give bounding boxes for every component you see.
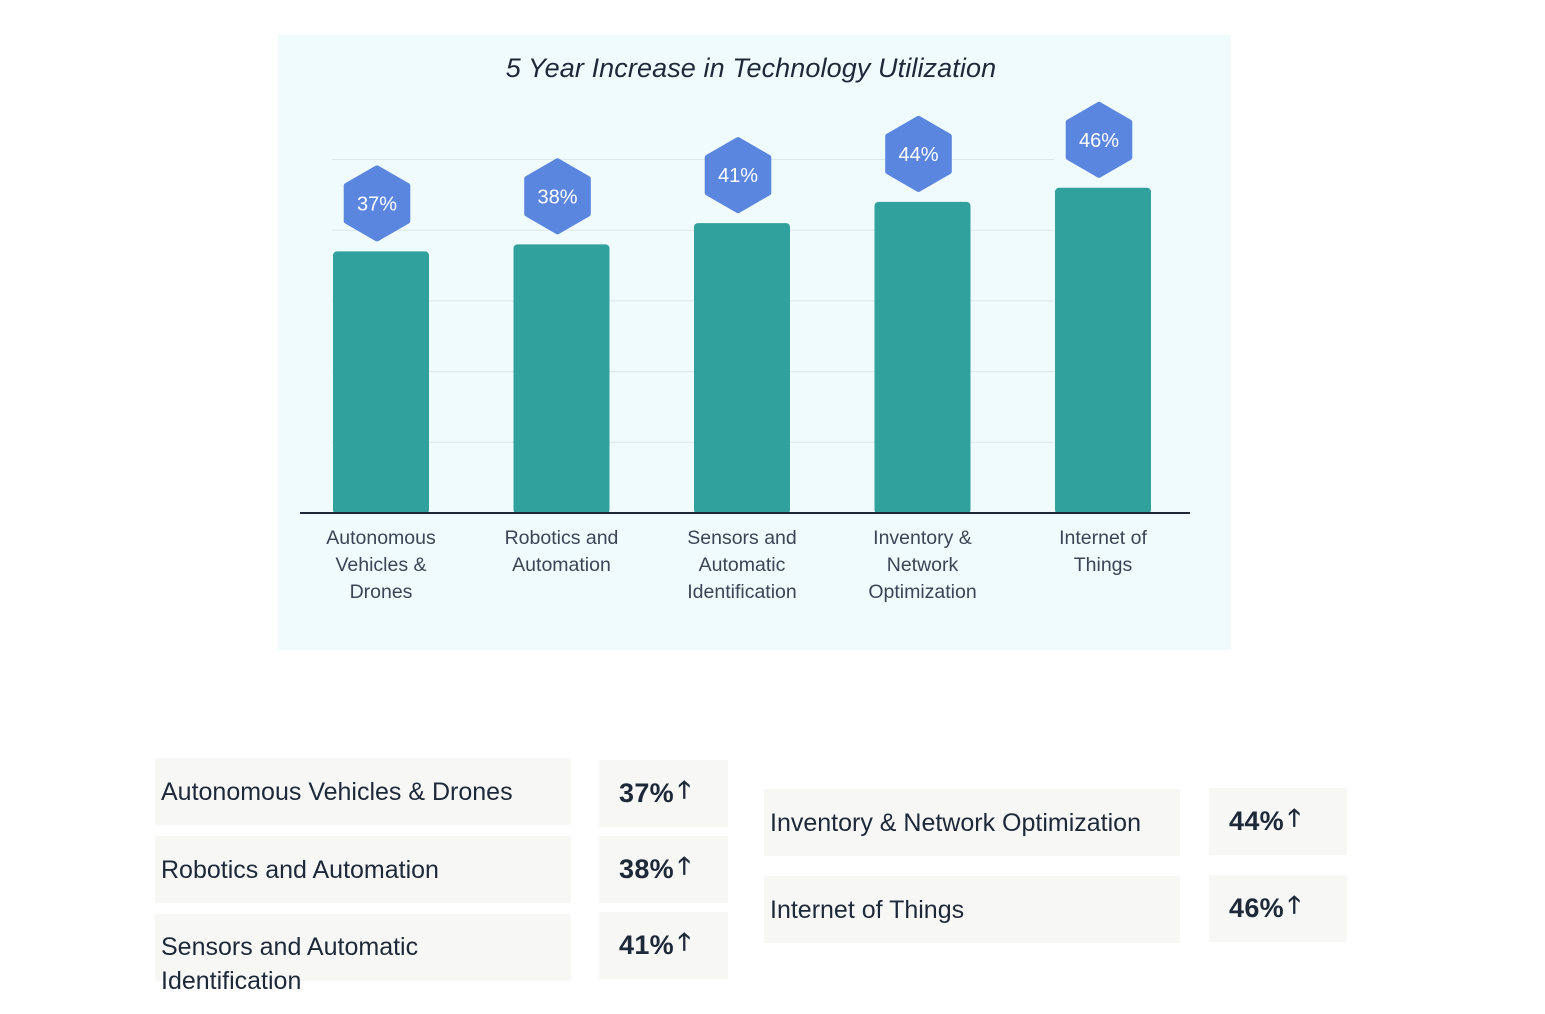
bar-1 [333,251,429,514]
summary-value-text: 41% [619,930,674,960]
category-label-line: Autonomous [326,527,436,549]
category-label: Internet of Things [1028,525,1178,579]
bar-2 [513,244,610,514]
summary-value-text: 46% [1229,893,1284,923]
category-label-line: Vehicles & [335,554,427,576]
category-label-line: Internet of [1059,527,1147,549]
arrow-up-icon: 🡑 [1287,805,1301,832]
bar-4 [874,201,971,515]
summary-label-autonomous: Autonomous Vehicles & Drones [155,758,571,825]
category-label-line: Sensors and [687,527,797,549]
summary-label-inventory: Inventory & Network Optimization [764,789,1180,856]
value-badge [1065,101,1133,178]
category-label: Sensors and Automatic Identification [667,525,817,606]
summary-value-autonomous: 37% 🡑 [599,760,728,827]
category-label: Inventory & Network Optimization [848,525,998,606]
summary-label-sensors: Sensors and Automatic Identification [155,914,571,995]
category-label-line: Automation [512,554,611,576]
chart-title: 5 Year Increase in Technology Utilizatio… [505,53,997,83]
category-label: Robotics and Automation [487,525,637,579]
category-label-line: Things [1073,554,1133,576]
value-badge [343,165,411,242]
value-badge [885,115,952,192]
summary-label-robotics: Robotics and Automation [155,836,571,903]
arrow-up-icon: 🡑 [677,929,691,956]
category-label: Autonomous Vehicles & Drones [306,525,456,606]
arrow-up-icon: 🡑 [677,853,691,880]
category-label-line: Inventory & [873,527,972,549]
summary-value-iot: 46% 🡑 [1209,875,1347,942]
category-label-line: Robotics and [504,527,619,549]
data-label: 38% [537,186,577,208]
summary-label-text: Inventory & Network Optimization [770,808,1141,837]
summary-value-robotics: 38% 🡑 [599,836,728,903]
bar-chart: 37% 38% 41% 44% 46% [300,101,1190,515]
summary-label-iot: Internet of Things [764,876,1180,943]
category-label-line: Automatic [698,554,786,576]
summary-value-inventory: 44% 🡑 [1209,788,1347,855]
chart-panel: 5 Year Increase in Technology Utilizatio… [278,35,1231,650]
summary-value-sensors: 41% 🡑 [599,912,728,979]
arrow-up-icon: 🡑 [1287,892,1301,919]
bar-3 [694,223,790,514]
arrow-up-icon: 🡑 [677,777,691,804]
summary-label-text: Autonomous Vehicles & Drones [161,777,513,806]
data-label: 41% [718,165,758,187]
bar-5 [1055,187,1151,514]
summary-value-text: 38% [619,854,674,884]
data-label: 46% [1079,130,1119,152]
value-badge [704,137,772,214]
data-label: 37% [357,193,397,215]
summary-label-text: Robotics and Automation [161,855,439,884]
summary-label-text: Sensors and Automatic Identification [161,933,419,995]
value-badge [524,158,591,235]
category-label-line: Identification [687,581,797,603]
summary-value-text: 37% [619,778,674,808]
summary-label-text: Internet of Things [770,895,965,924]
category-label-line: Drones [349,581,413,603]
data-label: 44% [898,144,938,166]
category-label-line: Optimization [868,581,977,603]
category-label-line: Network [886,554,959,576]
summary-value-text: 44% [1229,806,1284,836]
